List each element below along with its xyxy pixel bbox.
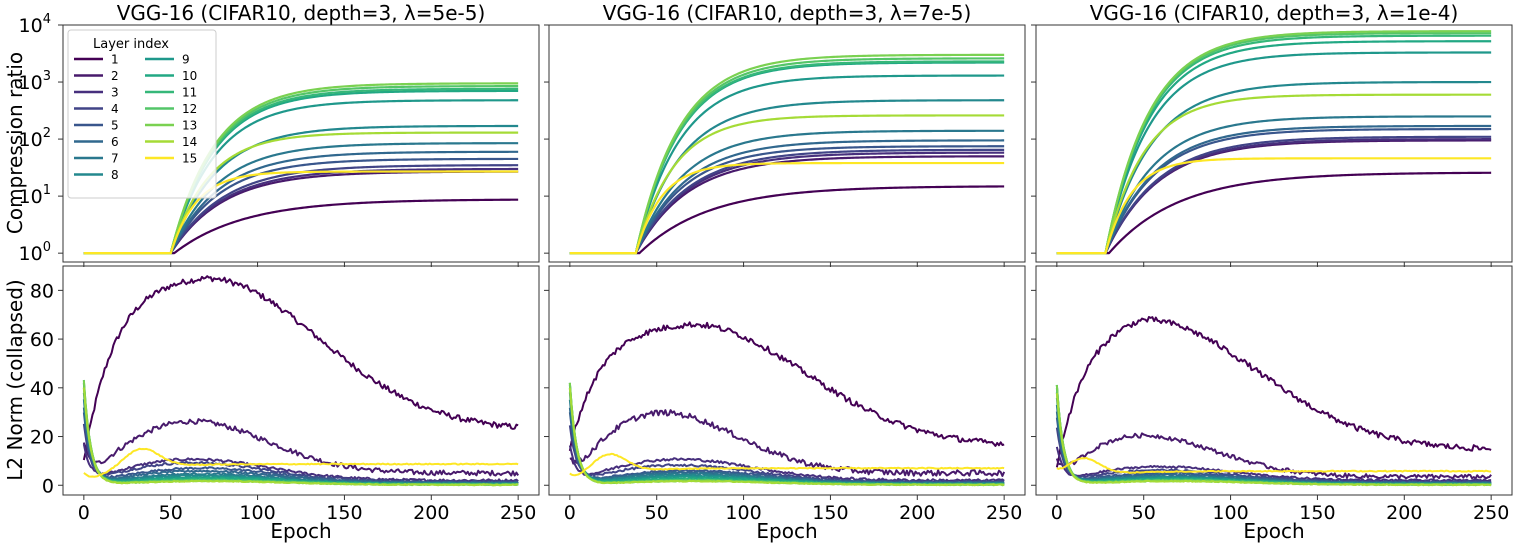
series-line-layer-15	[83, 170, 519, 255]
series-line-layer-2	[1055, 432, 1492, 480]
y-tick-label: 0	[42, 475, 54, 497]
series-line-layer-15	[1056, 157, 1492, 255]
y-axis-label-compression: Compression ratio	[3, 52, 27, 234]
panel-title: VGG-16 (CIFAR10, depth=3, λ=1e-4)	[1090, 1, 1459, 25]
y-tick-label: 60	[30, 329, 54, 351]
legend-label: 5	[111, 119, 119, 133]
x-tick-label: 100	[725, 502, 761, 524]
y-tick-label: 101	[19, 183, 51, 208]
x-tick-label: 250	[986, 502, 1022, 524]
series-line-layer-14	[1055, 392, 1492, 487]
series-line-layer-1	[82, 275, 519, 461]
panel-bottom-1	[62, 265, 540, 496]
legend-label: 9	[182, 53, 190, 67]
panel-title: VGG-16 (CIFAR10, depth=3, λ=5e-5)	[117, 1, 486, 25]
series-line-layer-3	[1055, 446, 1492, 483]
x-tick-label: 250	[1473, 502, 1509, 524]
x-tick-label: 100	[239, 502, 275, 524]
series-line-layer-9	[1056, 51, 1492, 255]
y-tick-label: 100	[19, 240, 51, 265]
x-tick-label: 50	[1132, 502, 1156, 524]
series-line-layer-15	[1056, 456, 1492, 474]
series-line-layer-6	[82, 407, 519, 485]
series-line-layer-1	[569, 185, 1005, 255]
x-tick-label: 50	[159, 502, 183, 524]
panel-bottom-3	[1035, 265, 1513, 496]
x-tick-label: 50	[645, 502, 669, 524]
panel-top-3: VGG-16 (CIFAR10, depth=3, λ=1e-4)	[1035, 1, 1513, 263]
x-tick-label: 200	[899, 502, 935, 524]
legend-title: Layer index	[93, 37, 169, 52]
legend-label: 13	[182, 119, 197, 133]
series-line-layer-14	[1056, 93, 1492, 255]
x-tick-label: 100	[1212, 502, 1248, 524]
y-tick-label: 20	[30, 427, 54, 449]
series-line-layer-15	[569, 161, 1005, 255]
panel-title: VGG-16 (CIFAR10, depth=3, λ=7e-5)	[603, 1, 972, 25]
y-tick-label: 40	[30, 378, 54, 400]
series-line-layer-15	[569, 452, 1005, 477]
x-tick-label: 0	[564, 502, 576, 524]
y-tick-label: 103	[19, 69, 51, 94]
panel-top-1: VGG-16 (CIFAR10, depth=3, λ=5e-5)	[62, 1, 540, 263]
legend-label: 10	[182, 69, 197, 83]
y-axis-label-l2-norm: L2 Norm (collapsed)	[3, 279, 27, 480]
series-line-layer-7	[1056, 115, 1492, 255]
series-line-layer-14	[568, 387, 1005, 487]
series-line-layer-15	[83, 447, 519, 478]
series-line-layer-14	[82, 387, 519, 487]
legend-label: 6	[111, 135, 119, 149]
x-tick-label: 200	[413, 502, 449, 524]
x-axis-label: Epoch	[270, 519, 331, 543]
series-line-layer-4	[1056, 135, 1492, 255]
series-line-layer-4	[82, 423, 519, 484]
series-line-layer-2	[569, 409, 1006, 477]
series-line-layer-13	[1056, 30, 1492, 255]
series-line-layer-6	[1056, 124, 1492, 255]
y-tick-label: 104	[19, 12, 51, 37]
legend-label: 4	[111, 102, 119, 116]
legend-label: 1	[111, 53, 119, 67]
legend-label: 12	[182, 102, 197, 116]
series-line-layer-3	[568, 445, 1005, 483]
x-tick-label: 0	[1051, 502, 1063, 524]
panel-bottom-2	[548, 265, 1026, 496]
series-line-layer-13	[569, 53, 1005, 255]
series-line-layer-1	[568, 321, 1005, 452]
y-tick-label: 102	[19, 126, 51, 151]
legend-label: 2	[111, 69, 119, 83]
legend-label: 15	[182, 152, 197, 166]
x-tick-label: 150	[812, 502, 848, 524]
legend-label: 14	[182, 135, 197, 149]
y-tick-label: 80	[30, 280, 54, 302]
legend-label: 3	[111, 86, 119, 100]
legend-label: 11	[182, 86, 197, 100]
x-tick-label: 250	[500, 502, 536, 524]
legend-label: 7	[111, 152, 119, 166]
panel-top-2: VGG-16 (CIFAR10, depth=3, λ=7e-5)	[548, 1, 1026, 263]
legend-label: 8	[111, 168, 119, 182]
series-line-layer-1	[1055, 315, 1492, 468]
series-line-layer-1	[1056, 171, 1492, 255]
x-axis-label: Epoch	[756, 519, 817, 543]
x-axis-label: Epoch	[1243, 519, 1304, 543]
series-line-layer-8	[1056, 80, 1492, 255]
x-tick-label: 200	[1386, 502, 1422, 524]
series-line-layer-7	[569, 129, 1005, 255]
x-tick-label: 0	[78, 502, 90, 524]
x-tick-label: 150	[326, 502, 362, 524]
series-line-layer-2	[82, 418, 520, 477]
x-tick-label: 150	[1299, 502, 1335, 524]
